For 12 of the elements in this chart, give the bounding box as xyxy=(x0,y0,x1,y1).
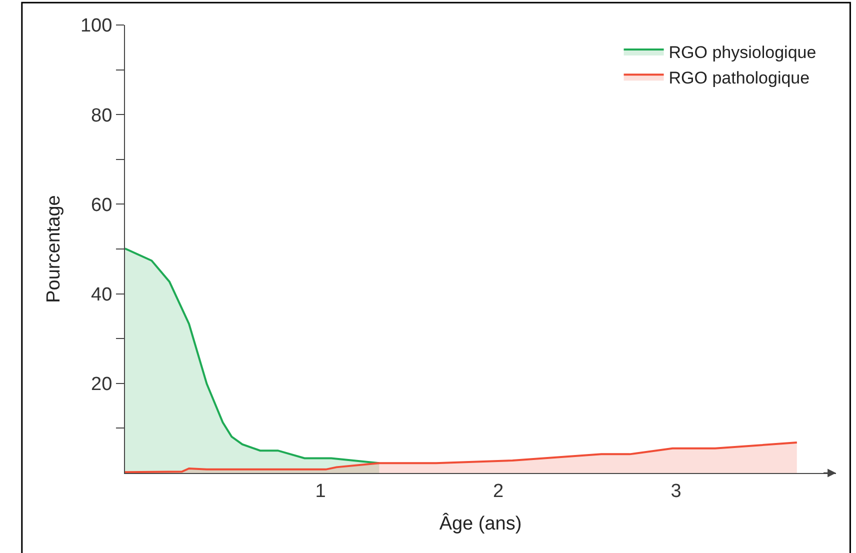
x-tick-label: 2 xyxy=(492,480,504,502)
x-tick-label: 3 xyxy=(670,480,682,502)
y-tick-label: 60 xyxy=(91,194,112,216)
y-tick-label: 100 xyxy=(80,16,112,37)
y-tick-label: 20 xyxy=(91,374,112,396)
y-tick-label: 40 xyxy=(91,284,112,306)
x-tick-label: 1 xyxy=(315,480,326,502)
legend-label: RGO physiologique xyxy=(668,43,816,62)
y-tick-label: 80 xyxy=(91,105,112,126)
x-axis-title: Âge (ans) xyxy=(439,512,522,535)
y-axis-title: Pourcentage xyxy=(43,195,64,303)
legend-label: RGO pathologique xyxy=(668,68,810,88)
